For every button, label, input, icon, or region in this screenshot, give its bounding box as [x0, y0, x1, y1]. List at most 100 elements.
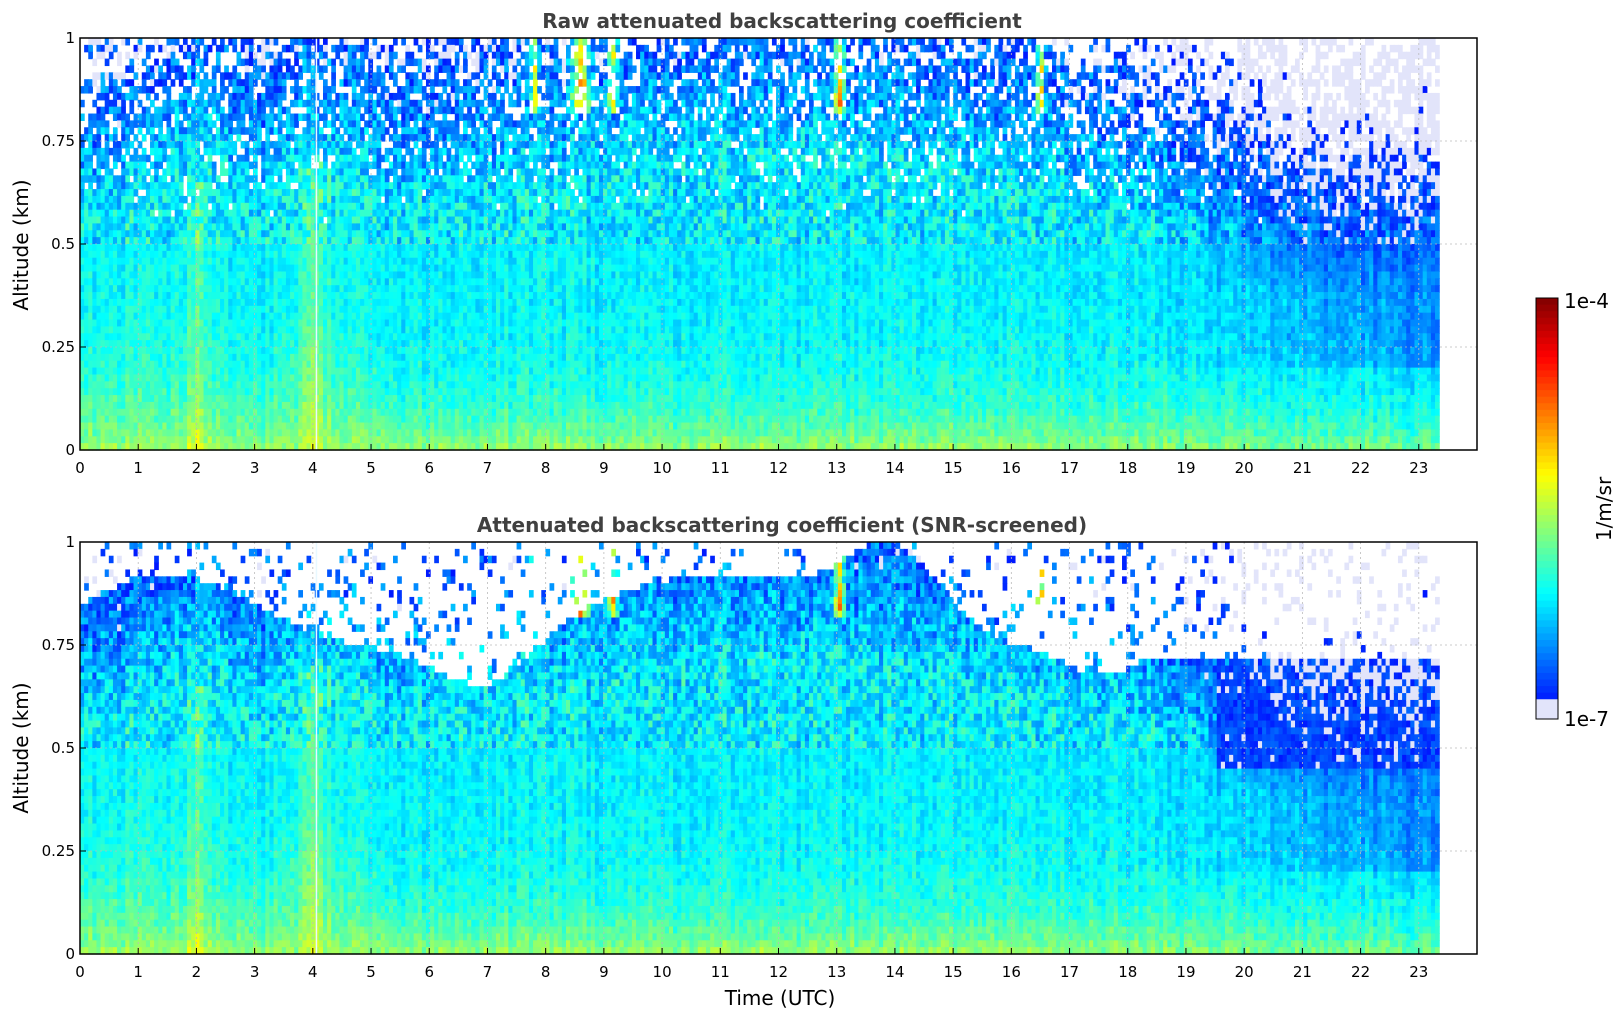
heatmap-cell: [179, 100, 184, 107]
heatmap-cell: [204, 333, 209, 340]
heatmap-cell: [364, 381, 369, 388]
heatmap-cell: [241, 265, 246, 272]
heatmap-cell: [179, 402, 184, 409]
heatmap-cell: [257, 354, 262, 361]
heatmap-cell: [327, 59, 332, 66]
heatmap-cell: [158, 79, 163, 86]
heatmap-cell: [92, 223, 97, 230]
heatmap-cell: [249, 217, 254, 224]
heatmap-cell: [150, 244, 155, 251]
heatmap-cell: [150, 203, 155, 210]
heatmap-cell: [335, 395, 340, 402]
heatmap-cell: [105, 93, 110, 100]
heatmap-cell: [191, 265, 196, 272]
heatmap-cell: [212, 313, 217, 320]
heatmap-cell: [331, 368, 336, 375]
heatmap-cell: [302, 251, 307, 258]
heatmap-cell: [179, 285, 184, 292]
heatmap-cell: [257, 395, 262, 402]
heatmap-cell: [344, 299, 349, 306]
heatmap-cell: [142, 361, 147, 368]
heatmap-cell: [319, 244, 324, 251]
heatmap-cell: [142, 340, 147, 347]
heatmap-cell: [208, 361, 213, 368]
heatmap-cell: [269, 203, 274, 210]
heatmap-cell: [261, 155, 266, 162]
heatmap-cell: [327, 134, 332, 141]
heatmap-cell: [96, 299, 101, 306]
heatmap-cell: [331, 210, 336, 217]
heatmap-cell: [377, 292, 382, 299]
heatmap-cell: [138, 326, 143, 333]
heatmap-cell: [142, 381, 147, 388]
heatmap-cell: [191, 429, 196, 436]
heatmap-cell: [187, 374, 192, 381]
heatmap-cell: [105, 168, 110, 175]
heatmap-cell: [125, 429, 130, 436]
heatmap-cell: [162, 436, 167, 443]
heatmap-cell: [323, 59, 328, 66]
heatmap-cell: [290, 381, 295, 388]
heatmap-cell: [204, 306, 209, 313]
heatmap-cell: [261, 223, 266, 230]
heatmap-cell: [129, 368, 134, 375]
heatmap-cell: [364, 320, 369, 327]
heatmap-cell: [261, 361, 266, 368]
heatmap-cell: [224, 368, 229, 375]
heatmap-cell: [171, 52, 176, 59]
heatmap-cell: [101, 361, 106, 368]
heatmap-cell: [274, 141, 279, 148]
heatmap-cell: [261, 100, 266, 107]
heatmap-cell: [84, 196, 89, 203]
heatmap-cell: [121, 196, 126, 203]
heatmap-cell: [224, 258, 229, 265]
heatmap-cell: [307, 175, 312, 182]
heatmap-cell: [261, 436, 266, 443]
heatmap-cell: [220, 313, 225, 320]
heatmap-cell: [204, 230, 209, 237]
heatmap-cell: [109, 175, 114, 182]
heatmap-cell: [183, 374, 188, 381]
heatmap-cell: [228, 210, 233, 217]
heatmap-cell: [360, 265, 365, 272]
heatmap-cell: [245, 155, 250, 162]
heatmap-cell: [331, 223, 336, 230]
heatmap-cell: [220, 134, 225, 141]
heatmap-cell: [356, 120, 361, 127]
heatmap-cell: [290, 265, 295, 272]
heatmap-cell: [142, 265, 147, 272]
heatmap-cell: [84, 127, 89, 134]
heatmap-cell: [101, 223, 106, 230]
heatmap-cell: [129, 155, 134, 162]
heatmap-cell: [212, 203, 217, 210]
heatmap-cell: [232, 354, 237, 361]
heatmap-cell: [249, 107, 254, 114]
heatmap-cell: [195, 79, 200, 86]
heatmap-cell: [191, 134, 196, 141]
heatmap-cell: [377, 168, 382, 175]
heatmap-cell: [125, 162, 130, 169]
heatmap-cell: [335, 409, 340, 416]
heatmap-cell: [216, 244, 221, 251]
heatmap-cell: [199, 436, 204, 443]
heatmap-cell: [278, 361, 283, 368]
heatmap-cell: [224, 168, 229, 175]
heatmap-cell: [158, 423, 163, 430]
heatmap-cell: [134, 265, 139, 272]
heatmap-cell: [204, 72, 209, 79]
heatmap-cell: [323, 340, 328, 347]
heatmap-cell: [224, 230, 229, 237]
heatmap-cell: [257, 114, 262, 121]
heatmap-cell: [356, 182, 361, 189]
heatmap-cell: [294, 196, 299, 203]
heatmap-cell: [183, 409, 188, 416]
heatmap-cell: [364, 258, 369, 265]
heatmap-cell: [129, 278, 134, 285]
heatmap-cell: [294, 210, 299, 217]
heatmap-cell: [307, 210, 312, 217]
heatmap-cell: [125, 182, 130, 189]
heatmap-cell: [134, 374, 139, 381]
heatmap-cell: [241, 313, 246, 320]
heatmap-cell: [158, 368, 163, 375]
heatmap-cell: [282, 285, 287, 292]
